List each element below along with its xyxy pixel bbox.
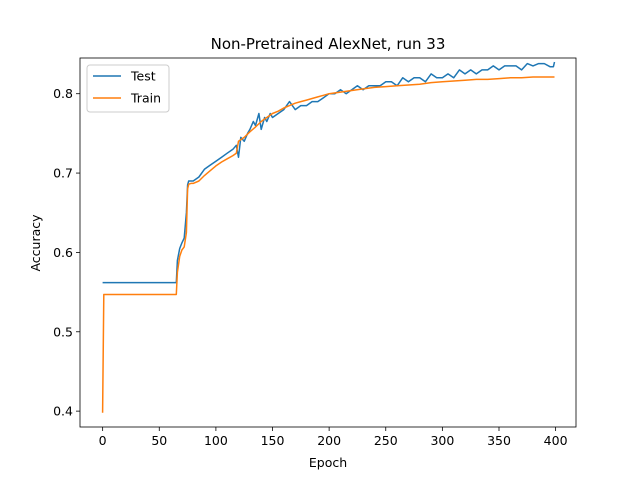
- y-axis: 0.4 0.5 0.6 0.7 0.8: [53, 86, 80, 419]
- series-line-train: [101, 76, 555, 413]
- y-tick-label: 0.7: [53, 166, 73, 181]
- x-tick-label: 100: [204, 433, 228, 448]
- x-axis: 0 50 100 150 200 250 300 350 400: [99, 427, 568, 448]
- series-line-test: [102, 61, 556, 284]
- x-tick-label: 400: [544, 433, 568, 448]
- legend-label-test: Test: [130, 69, 156, 84]
- legend: Test Train: [86, 64, 170, 113]
- legend-label-train: Train: [130, 91, 161, 106]
- y-tick-label: 0.4: [53, 404, 73, 419]
- x-tick-label: 50: [151, 433, 167, 448]
- x-tick-label: 0: [99, 433, 107, 448]
- x-tick-label: 250: [374, 433, 398, 448]
- y-tick-label: 0.5: [53, 324, 73, 339]
- x-axis-label: Epoch: [309, 455, 347, 470]
- y-tick-label: 0.6: [53, 245, 73, 260]
- x-tick-label: 200: [317, 433, 341, 448]
- x-tick-label: 300: [430, 433, 454, 448]
- x-tick-label: 150: [261, 433, 285, 448]
- chart-title: Non-Pretrained AlexNet, run 33: [211, 35, 446, 53]
- x-tick-label: 350: [487, 433, 511, 448]
- plot-area: [79, 57, 577, 428]
- axes-frame: [79, 57, 577, 428]
- y-tick-label: 0.8: [53, 86, 73, 101]
- y-axis-label: Accuracy: [28, 214, 43, 272]
